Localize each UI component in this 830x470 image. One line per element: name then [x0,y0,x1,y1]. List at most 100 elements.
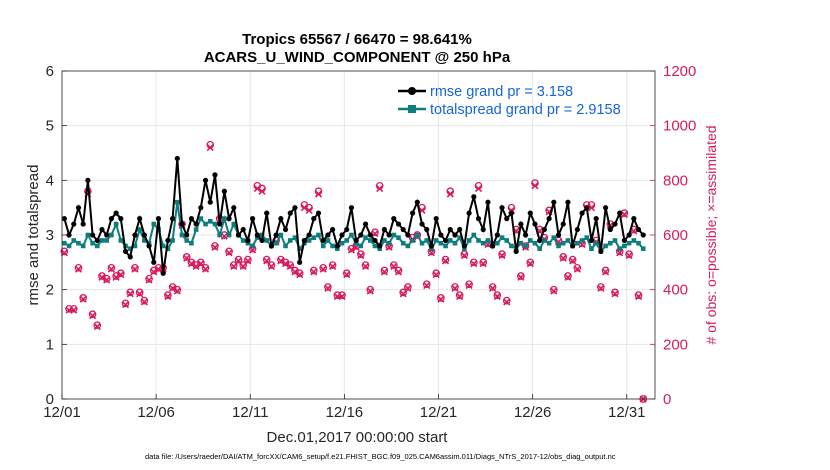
rmse-point [485,199,491,205]
obs-cross-stroke [305,206,313,214]
obs-possible-point [559,253,568,261]
obs-cross-stroke [474,184,483,193]
obs-assimilated-point [117,271,125,279]
rmse-point [424,226,430,233]
totalspread-point [76,240,81,246]
x-axis-label: Dec.01,2017 00:00:00 start [267,429,449,446]
totalspread-point [363,235,368,241]
obs-cross-stroke [173,287,181,295]
obs-assimilated-point [465,282,473,290]
rmse-point [325,232,331,238]
rmse-point [395,221,402,227]
obs-assimilated-point [319,265,327,273]
totalspread-point [603,243,608,249]
rmse-point [245,237,251,244]
obs-cross-stroke [300,204,308,212]
obs-cross-stroke [286,262,294,270]
x-tick-label: 12/26 [514,404,552,421]
obs-cross-stroke [531,182,539,190]
obs-cross-stroke [277,257,285,265]
totalspread-point [593,240,599,246]
obs-assimilated-point [503,298,511,306]
obs-assimilated-point [329,262,337,270]
obs-cross-stroke [399,290,407,298]
obs-cross-stroke [150,268,158,276]
rmse-point [348,205,355,211]
totalspread-point [113,221,119,227]
obs-cross-stroke [517,273,525,281]
right-tick-label: 200 [663,336,688,353]
obs-cross-stroke [263,257,271,265]
right-tick-label: 600 [663,227,688,244]
totalspread-point [560,240,566,246]
rmse-point [513,248,519,254]
obs-cross-stroke [112,273,120,281]
rmse-point [226,216,232,222]
totalspread-point [297,246,302,251]
obs-assimilated-point [460,251,468,260]
obs-cross-stroke [197,260,205,268]
rmse-point [160,270,166,276]
totalspread-point [184,238,190,243]
rmse-point [414,199,420,205]
rmse-point [442,237,449,244]
obs-cross-stroke [131,265,139,273]
rmse-point [381,226,387,233]
obs-possible-point [121,299,130,308]
rmse-point [188,216,195,222]
obs-cross-stroke [357,251,365,260]
obs-possible-point [441,255,450,264]
obs-possible-point [267,261,276,269]
obs-possible-point [107,263,116,272]
rmse-point [132,232,138,238]
obs-assimilated-point [569,257,577,265]
rmse-point [85,177,91,183]
obs-cross-stroke [376,184,384,193]
obs-possible-point [234,255,243,264]
totalspread-point [175,199,180,205]
totalspread-point [480,240,486,246]
obs-possible-point [366,285,375,294]
obs-cross-stroke [380,268,388,276]
obs-assimilated-point [267,262,275,270]
obs-assimilated-point [192,262,200,270]
rmse-point [339,232,345,238]
obs-cross-stroke [324,284,332,292]
obs-cross-stroke [587,204,596,212]
totalspread-point [612,238,618,243]
rmse-point [113,210,119,216]
obs-assimilated-point [602,268,610,276]
obs-cross-stroke [602,268,610,276]
totalspread-point [429,246,434,251]
obs-assimilated-point [131,265,139,273]
obs-possible-point [488,283,497,291]
rmse-point [99,226,105,233]
obs-assimilated-point [489,284,497,292]
obs-possible-point [389,261,398,269]
left-tick-label: 6 [46,63,54,80]
obs-cross-stroke [98,273,106,281]
totalspread-point [415,232,420,238]
obs-possible-point [549,285,558,294]
right-tick-label: 1200 [663,63,696,80]
rmse-point [372,237,378,244]
rmse-point [466,210,472,216]
totalspread-point [471,232,477,238]
obs-assimilated-series [60,143,647,403]
totalspread-point [193,227,199,232]
obs-assimilated-point [371,230,379,238]
totalspread-point [189,240,194,246]
x-axis-ticks: 12/01 12/06 12/11 12/16 12/21 12/26 12/31 [43,394,646,421]
totalspread-point [292,235,298,241]
totalspread-point [542,238,547,243]
totalspread-point [335,246,340,251]
rmse-point [89,232,96,238]
obs-assimilated-point [89,312,97,320]
totalspread-point [217,232,222,238]
rmse-point [584,205,590,211]
rmse-point [108,216,115,222]
totalspread-point [631,238,637,243]
totalspread-point [410,238,415,243]
obs-cross-stroke [136,290,144,298]
right-tick-label: 400 [663,282,688,299]
